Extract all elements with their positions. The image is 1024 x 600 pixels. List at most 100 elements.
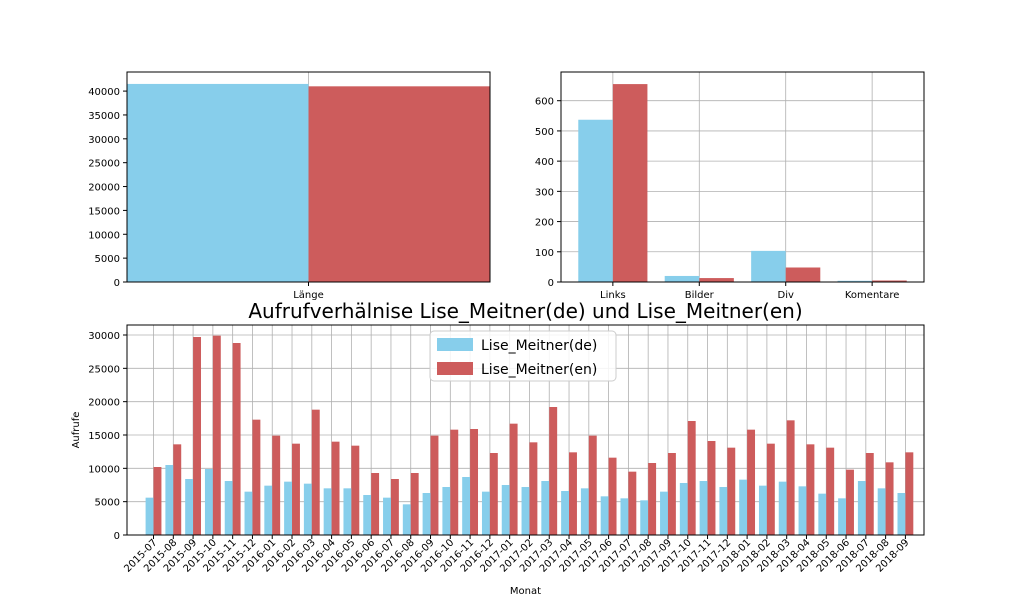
bar-en-2	[785, 267, 821, 282]
bar-de-8	[303, 483, 312, 535]
bar-en-0	[308, 86, 490, 283]
bar-en-23	[608, 457, 617, 535]
y-tick-label: 500	[535, 127, 554, 138]
bar-de-0	[145, 497, 154, 535]
x-axis-label: Monat	[510, 586, 541, 597]
bar-de-22	[580, 488, 589, 535]
bar-en-7	[292, 443, 300, 535]
y-tick-label: 200	[535, 218, 554, 229]
bar-en-36	[865, 453, 874, 535]
legend: Lise_Meitner(de) Lise_Meitner(en)	[429, 330, 617, 382]
bar-en-35	[846, 469, 854, 535]
bar-de-3	[837, 280, 873, 282]
y-tick-label: 400	[535, 157, 554, 168]
bar-en-11	[371, 473, 380, 535]
axes-frame	[560, 71, 925, 283]
bar-en-21	[569, 452, 577, 535]
bar-en-30	[747, 429, 756, 535]
bar-en-19	[529, 442, 538, 535]
bar-de-32	[778, 481, 787, 535]
x-tick-label: Länge	[293, 290, 324, 301]
bar-de-0	[127, 83, 309, 282]
y-tick-label: 40000	[88, 87, 120, 98]
bar-en-16	[470, 429, 479, 535]
bar-de-36	[857, 481, 866, 535]
bar-en-18	[509, 423, 518, 535]
y-tick-label: 20000	[88, 398, 120, 409]
bar-de-16	[462, 477, 471, 535]
bar-de-9	[323, 488, 332, 535]
bar-en-9	[331, 441, 340, 535]
bar-en-6	[272, 435, 281, 535]
legend-box	[429, 330, 617, 382]
bar-en-25	[648, 463, 657, 535]
x-tick-label: Bilder	[685, 290, 715, 301]
bar-de-15	[442, 487, 451, 535]
bar-de-37	[877, 488, 886, 535]
y-tick-label: 10000	[88, 230, 120, 241]
bar-en-12	[390, 479, 399, 535]
bar-de-12	[383, 497, 391, 535]
x-tick-label: Komentare	[845, 290, 900, 301]
bar-de-20	[541, 481, 550, 535]
bar-en-26	[667, 453, 676, 535]
y-tick-label: 20000	[88, 183, 120, 194]
bar-de-35	[838, 498, 847, 535]
bar-en-1	[173, 444, 182, 535]
bar-de-0	[578, 119, 613, 283]
y-tick-label: 15000	[88, 431, 120, 442]
bar-de-21	[561, 491, 570, 535]
bar-en-1	[699, 278, 734, 282]
bar-en-17	[489, 453, 498, 535]
bar-de-33	[798, 486, 807, 535]
bar-en-15	[450, 429, 459, 535]
bar-de-24	[620, 498, 629, 535]
bar-de-28	[699, 481, 708, 535]
bar-en-13	[410, 473, 419, 535]
legend-label-1: Lise_Meitner(en)	[481, 362, 597, 378]
bar-de-7	[284, 481, 293, 535]
bar-de-10	[343, 488, 352, 535]
bar-de-3	[204, 469, 213, 535]
bar-en-29	[727, 447, 736, 535]
bar-en-2	[193, 337, 202, 535]
bar-en-22	[588, 435, 597, 535]
bar-de-38	[897, 493, 906, 535]
y-tick-label: 15000	[88, 206, 120, 217]
bar-en-31	[766, 443, 775, 535]
legend-label-0: Lise_Meitner(de)	[481, 338, 597, 354]
y-tick-label: 10000	[88, 464, 120, 475]
y-tick-label: 0	[114, 531, 120, 542]
axes-frame	[126, 324, 925, 536]
y-axis-label: Aufrufe	[71, 412, 82, 449]
bar-en-33	[806, 444, 815, 535]
legend-swatch-1	[437, 362, 473, 375]
y-tick-label: 5000	[95, 254, 120, 265]
bar-en-4	[232, 343, 241, 535]
bar-de-29	[719, 487, 728, 535]
y-tick-label: 30000	[88, 331, 120, 342]
bar-de-2	[185, 479, 194, 535]
legend-swatch-0	[437, 338, 473, 351]
bar-en-32	[786, 420, 795, 535]
length-chart: 0 5000 10000 15000 20000 25000 30000 35000 40000…	[88, 71, 491, 301]
bar-en-24	[628, 471, 637, 535]
bar-de-11	[363, 495, 372, 535]
bar-de-5	[244, 491, 253, 535]
bar-en-38	[905, 452, 914, 535]
y-tick-label: 25000	[88, 159, 120, 170]
y-tick-label: 0	[548, 278, 554, 289]
y-tick-label: 0	[114, 278, 120, 289]
bar-de-26	[660, 491, 668, 535]
bar-en-5	[252, 419, 261, 535]
y-tick-label: 600	[535, 97, 554, 108]
bar-de-1	[165, 465, 174, 535]
bar-de-2	[751, 250, 786, 282]
bar-en-37	[885, 462, 894, 535]
y-tick-label: 25000	[88, 364, 120, 375]
bar-de-14	[422, 493, 431, 535]
bar-en-8	[311, 409, 320, 535]
bar-de-27	[679, 483, 688, 535]
bar-de-17	[481, 491, 490, 535]
element-counts-chart: 0 100 200 300 400 500 600 Links Bilder Div Komenta…	[535, 71, 925, 301]
